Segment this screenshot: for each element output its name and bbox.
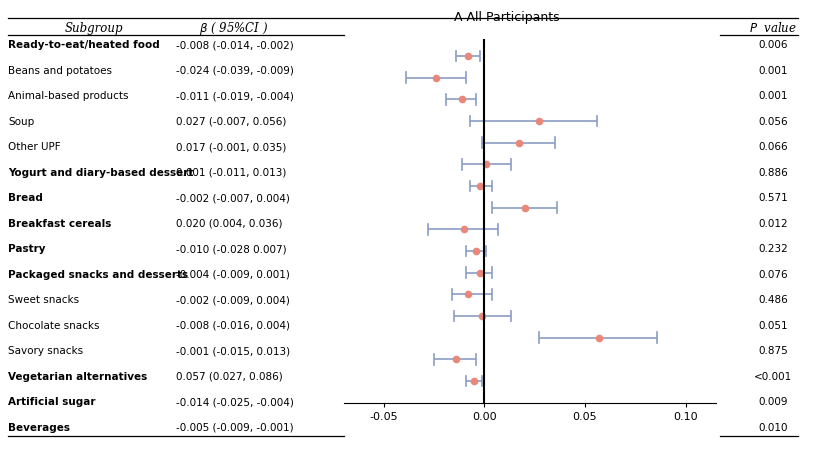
Text: 0.056: 0.056 <box>758 117 788 127</box>
Text: -0.014 (-0.025, -0.004): -0.014 (-0.025, -0.004) <box>176 397 294 407</box>
Text: 0.486: 0.486 <box>758 295 788 305</box>
Text: -0.008 (-0.016, 0.004): -0.008 (-0.016, 0.004) <box>176 321 290 331</box>
Text: -0.002 (-0.009, 0.004): -0.002 (-0.009, 0.004) <box>176 295 290 305</box>
Text: -0.008 (-0.014, -0.002): -0.008 (-0.014, -0.002) <box>176 40 294 51</box>
Text: -0.005 (-0.009, -0.001): -0.005 (-0.009, -0.001) <box>176 423 294 433</box>
Text: 0.010: 0.010 <box>758 423 788 433</box>
Text: Vegetarian alternatives: Vegetarian alternatives <box>8 372 147 382</box>
Text: -0.004 (-0.009, 0.001): -0.004 (-0.009, 0.001) <box>176 270 290 280</box>
Text: 0.027 (-0.007, 0.056): 0.027 (-0.007, 0.056) <box>176 117 286 127</box>
Text: 0.057 (0.027, 0.086): 0.057 (0.027, 0.086) <box>176 372 283 382</box>
Text: 0.017 (-0.001, 0.035): 0.017 (-0.001, 0.035) <box>176 142 286 152</box>
Text: 0.020 (0.004, 0.036): 0.020 (0.004, 0.036) <box>176 219 282 229</box>
Text: A All Participants: A All Participants <box>454 11 560 25</box>
Text: 0.006: 0.006 <box>758 40 788 51</box>
Text: Other UPF: Other UPF <box>8 142 61 152</box>
Text: Savory snacks: Savory snacks <box>8 346 83 356</box>
Text: Ready-to-eat/heated food: Ready-to-eat/heated food <box>8 40 160 51</box>
Text: -0.002 (-0.007, 0.004): -0.002 (-0.007, 0.004) <box>176 193 290 203</box>
Text: 0.886: 0.886 <box>758 168 788 178</box>
Text: $\beta$ ( 95%CI ): $\beta$ ( 95%CI ) <box>199 20 267 37</box>
Text: 0.076: 0.076 <box>758 270 788 280</box>
Text: Subgroup: Subgroup <box>65 22 124 35</box>
Text: 0.066: 0.066 <box>758 142 788 152</box>
Text: -0.011 (-0.019, -0.004): -0.011 (-0.019, -0.004) <box>176 91 294 101</box>
Text: 0.012: 0.012 <box>758 219 788 229</box>
Text: 0.232: 0.232 <box>758 244 788 254</box>
Text: Artificial sugar: Artificial sugar <box>8 397 96 407</box>
Text: Packaged snacks and desserts: Packaged snacks and desserts <box>8 270 188 280</box>
Text: -0.010 (-0.028 0.007): -0.010 (-0.028 0.007) <box>176 244 286 254</box>
Text: 0.051: 0.051 <box>758 321 788 331</box>
Text: 0.009: 0.009 <box>758 397 788 407</box>
Text: 0.875: 0.875 <box>758 346 788 356</box>
Text: Yogurt and diary-based dessert: Yogurt and diary-based dessert <box>8 168 194 178</box>
Text: $P$  value: $P$ value <box>749 21 797 35</box>
Text: Pastry: Pastry <box>8 244 46 254</box>
Text: -0.001 (-0.015, 0.013): -0.001 (-0.015, 0.013) <box>176 346 290 356</box>
Text: Breakfast cereals: Breakfast cereals <box>8 219 111 229</box>
Text: 0.001: 0.001 <box>758 91 788 101</box>
Text: 0.571: 0.571 <box>758 193 788 203</box>
Text: 0.001 (-0.011, 0.013): 0.001 (-0.011, 0.013) <box>176 168 286 178</box>
Text: -0.024 (-0.039, -0.009): -0.024 (-0.039, -0.009) <box>176 66 294 76</box>
Text: 0.001: 0.001 <box>758 66 788 76</box>
Text: <0.001: <0.001 <box>754 372 792 382</box>
Text: Beans and potatoes: Beans and potatoes <box>8 66 112 76</box>
Text: Chocolate snacks: Chocolate snacks <box>8 321 100 331</box>
Text: Sweet snacks: Sweet snacks <box>8 295 79 305</box>
Text: Beverages: Beverages <box>8 423 70 433</box>
Text: Soup: Soup <box>8 117 34 127</box>
Text: Bread: Bread <box>8 193 43 203</box>
Text: Animal-based products: Animal-based products <box>8 91 128 101</box>
